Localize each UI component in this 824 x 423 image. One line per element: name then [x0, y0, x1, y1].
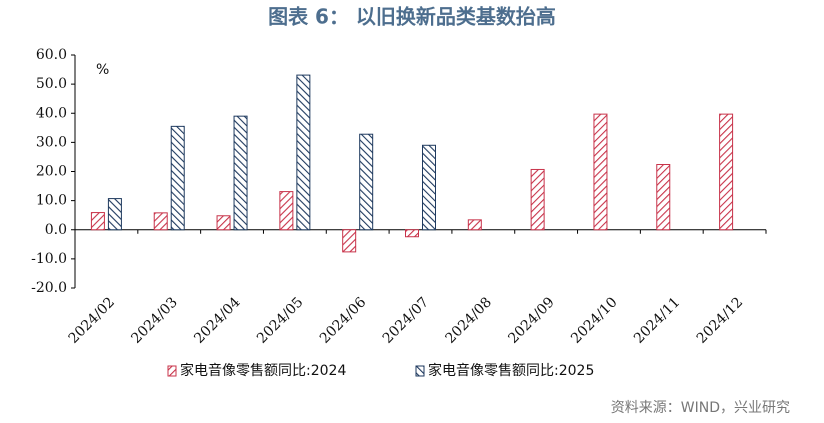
- chart-title: 图表 6： 以旧换新品类基数抬高: [268, 5, 556, 29]
- bar: [170, 125, 185, 231]
- bar: [279, 191, 294, 231]
- bar: [405, 229, 419, 238]
- x-tick-label: 2024/12: [694, 294, 746, 346]
- y-tick-label: 60.0: [36, 47, 67, 63]
- bar: [467, 219, 482, 231]
- bar: [530, 168, 545, 231]
- legend-label: 家电音像零售额同比:2025: [428, 362, 594, 379]
- source: 资料来源：WIND，兴业研究: [611, 400, 790, 416]
- bar: [296, 74, 311, 231]
- legend-label: 家电音像零售额同比:2024: [180, 362, 346, 379]
- bar: [656, 164, 671, 231]
- bar: [719, 113, 734, 231]
- bar: [90, 212, 105, 231]
- bar: [359, 133, 374, 231]
- x-tick-label: 2024/07: [380, 294, 432, 346]
- x-tick-label: 2024/04: [191, 294, 244, 347]
- x-tick-label: 2024/03: [128, 294, 180, 346]
- y-tick-label: -10.0: [31, 251, 67, 267]
- bar: [216, 215, 231, 231]
- x-tick-label: 2024/09: [505, 294, 557, 346]
- y-tick-label: 30.0: [36, 134, 67, 150]
- y-tick-label: -20.0: [31, 280, 67, 296]
- x-tick-label: 2024/08: [443, 294, 495, 346]
- y-tick-label: 0.0: [45, 222, 67, 238]
- x-tick-label: 2024/06: [317, 294, 370, 347]
- bar: [342, 229, 357, 253]
- x-tick-label: 2024/05: [254, 294, 306, 346]
- legend-swatch: [415, 365, 425, 377]
- legend-swatch: [167, 365, 177, 377]
- bar: [153, 212, 168, 231]
- x-tick-label: 2024/11: [631, 294, 683, 346]
- unit-label: %: [96, 62, 109, 78]
- y-tick-label: 40.0: [36, 105, 67, 121]
- y-tick-label: 10.0: [36, 193, 67, 209]
- x-tick-label: 2024/02: [66, 294, 118, 346]
- bar: [233, 115, 248, 231]
- y-tick-label: 50.0: [36, 76, 67, 92]
- bar: [422, 144, 436, 231]
- bar: [107, 198, 122, 231]
- y-tick-label: 20.0: [36, 164, 67, 180]
- x-tick-label: 2024/10: [568, 294, 620, 346]
- bar: [593, 113, 608, 231]
